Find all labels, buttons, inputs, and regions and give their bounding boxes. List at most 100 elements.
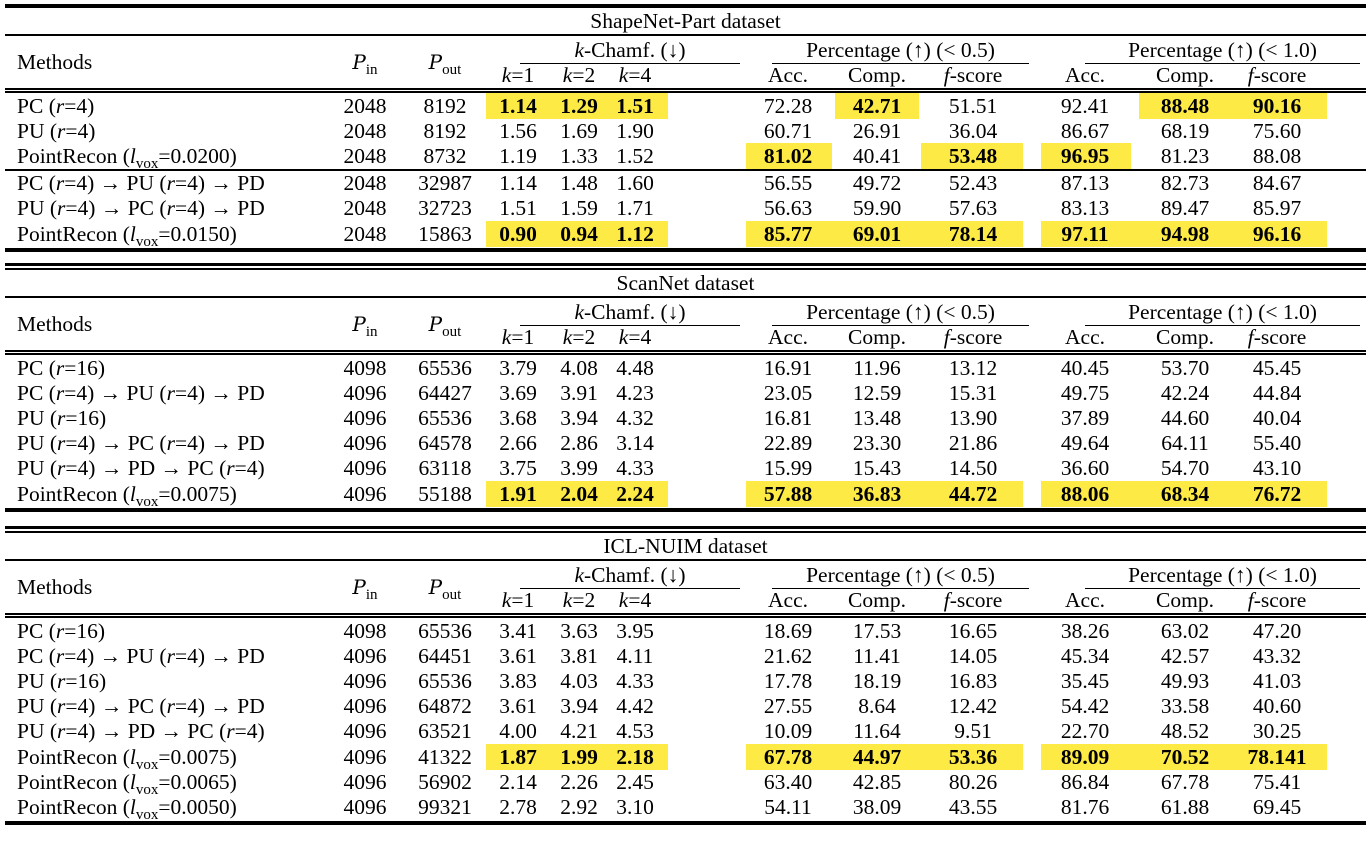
- metric-value: 15.31: [948, 381, 998, 406]
- table-row: PU (r=4) → PD → PC (r=4) 4096 63118 3.75 3.9…: [5, 455, 1366, 481]
- method-name: PU (r=4): [17, 119, 96, 144]
- p-in-value: 4096: [343, 744, 387, 769]
- metric-value: 45.45: [1252, 356, 1302, 380]
- metric-value: 43.10: [1252, 456, 1302, 481]
- metric-value: 38.09: [852, 794, 902, 819]
- metric-value: 85.97: [1252, 196, 1302, 221]
- metric-value: 3.79: [499, 356, 537, 380]
- best-highlight: [485, 743, 668, 770]
- metric-value: 56.55: [763, 171, 813, 196]
- best-highlight: [746, 743, 1023, 770]
- metric-value: 63.02: [1160, 619, 1210, 643]
- header-methods: Methods: [17, 312, 93, 336]
- metric-value: 4.03: [560, 669, 598, 694]
- metric-value: 89.09: [1060, 744, 1110, 769]
- method-name: PointRecon (lvox=0.0075): [17, 481, 237, 510]
- p-in-value: 2048: [343, 119, 387, 144]
- metric-value: 13.12: [948, 356, 998, 380]
- metric-value: 75.60: [1252, 119, 1302, 144]
- header-p-in: Pin: [352, 50, 378, 78]
- metric-value: 70.52: [1160, 744, 1210, 769]
- metric-value: 8.64: [858, 694, 896, 719]
- metric-value: 0.94: [560, 221, 598, 246]
- method-name: PC (r=16): [17, 356, 106, 380]
- header-p-in: Pin: [352, 312, 378, 340]
- metric-value: 3.83: [499, 669, 537, 694]
- metric-value: 90.16: [1252, 94, 1302, 118]
- best-highlight: [1041, 480, 1327, 507]
- best-highlight: [485, 480, 668, 507]
- metric-value: 11.64: [853, 719, 901, 744]
- metric-value: 53.36: [948, 744, 998, 769]
- metric-value: 3.94: [560, 694, 598, 719]
- metric-value: 44.84: [1252, 381, 1302, 406]
- metric-value: 1.87: [499, 744, 537, 769]
- metric-value: 97.11: [1061, 221, 1109, 246]
- metric-value: 35.45: [1060, 669, 1110, 694]
- metric-value: 1.91: [499, 481, 537, 506]
- p-in-value: 2048: [343, 196, 387, 221]
- best-highlight: [746, 220, 1023, 247]
- metric-value: 2.18: [616, 744, 654, 769]
- metric-value: 9.51: [954, 719, 992, 744]
- table-row: PU (r=4) 2048 8192 1.56 1.69 1.90 60.71 26.91 36…: [5, 118, 1366, 144]
- metric-value: 85.77: [763, 221, 813, 246]
- metric-value: 1.48: [560, 171, 598, 196]
- header-sub-1: k=2: [562, 588, 596, 612]
- table-row: PointRecon (lvox=0.0200) 2048 8732 1.19 1.33…: [5, 143, 1366, 172]
- table-rule: [5, 507, 1366, 512]
- table-rule: [5, 350, 1366, 352]
- metric-value: 96.16: [1252, 221, 1302, 246]
- best-highlight: [1041, 143, 1131, 170]
- metric-value: 86.84: [1060, 769, 1110, 794]
- header-underline: [1085, 63, 1360, 64]
- header-sub-2: k=4: [618, 588, 652, 612]
- header-sub-6: Acc.: [1065, 588, 1105, 612]
- table-row: PointRecon (lvox=0.0065) 4096 56902 2.14 2.2…: [5, 769, 1366, 798]
- metric-value: 49.75: [1060, 381, 1110, 406]
- header-sub-1: k=2: [562, 325, 596, 349]
- metric-value: 94.98: [1160, 221, 1210, 246]
- metric-value: 53.48: [948, 144, 998, 169]
- header-sub-6: Acc.: [1065, 325, 1105, 349]
- metric-value: 1.71: [616, 196, 654, 221]
- metric-value: 1.51: [499, 196, 537, 221]
- header-sub-8: f-score: [1247, 588, 1307, 612]
- metric-value: 3.61: [499, 694, 537, 719]
- table-rule: [5, 296, 1366, 298]
- p-out-value: 64872: [418, 694, 472, 719]
- metric-value: 12.59: [852, 381, 902, 406]
- method-name: PU (r=16): [17, 406, 107, 431]
- metric-value: 69.01: [852, 221, 902, 246]
- metric-value: 1.14: [499, 94, 537, 118]
- header-sub-7: Comp.: [1156, 63, 1214, 87]
- metric-value: 22.70: [1060, 719, 1110, 744]
- metric-value: 3.99: [560, 456, 598, 481]
- metric-value: 57.63: [948, 196, 998, 221]
- metric-value: 1.19: [499, 144, 537, 169]
- table-row: PC (r=4) → PU (r=4) → PD 4096 64451 3.61 3.8…: [5, 643, 1366, 669]
- metric-value: 1.99: [560, 744, 598, 769]
- metric-value: 47.20: [1252, 619, 1302, 643]
- metric-value: 45.34: [1060, 644, 1110, 669]
- metric-value: 0.90: [499, 221, 537, 246]
- header-sub-5: f-score: [943, 63, 1003, 87]
- method-name: PC (r=16): [17, 619, 106, 643]
- table-rule: [5, 526, 1366, 529]
- metric-value: 15.43: [852, 456, 902, 481]
- metric-value: 11.96: [853, 356, 901, 380]
- metric-value: 36.04: [948, 119, 998, 144]
- metric-value: 55.40: [1252, 431, 1302, 456]
- metric-value: 3.75: [499, 456, 537, 481]
- table-row: PC (r=16) 4098 65536 3.41 3.63 3.95 18.69 17.53…: [5, 618, 1366, 644]
- table-row: PC (r=4) → PU (r=4) → PD 4096 64427 3.69 3.9…: [5, 380, 1366, 406]
- metric-value: 80.26: [948, 769, 998, 794]
- metric-value: 44.72: [948, 481, 998, 506]
- metric-value: 10.09: [763, 719, 813, 744]
- metric-value: 86.67: [1060, 119, 1110, 144]
- metric-value: 1.29: [560, 94, 598, 118]
- header-sub-5: f-score: [943, 588, 1003, 612]
- table-row: PU (r=4) → PC (r=4) → PD 4096 64872 3.61 3.9…: [5, 693, 1366, 719]
- header-underline: [520, 63, 740, 64]
- p-out-value: 63521: [418, 719, 472, 744]
